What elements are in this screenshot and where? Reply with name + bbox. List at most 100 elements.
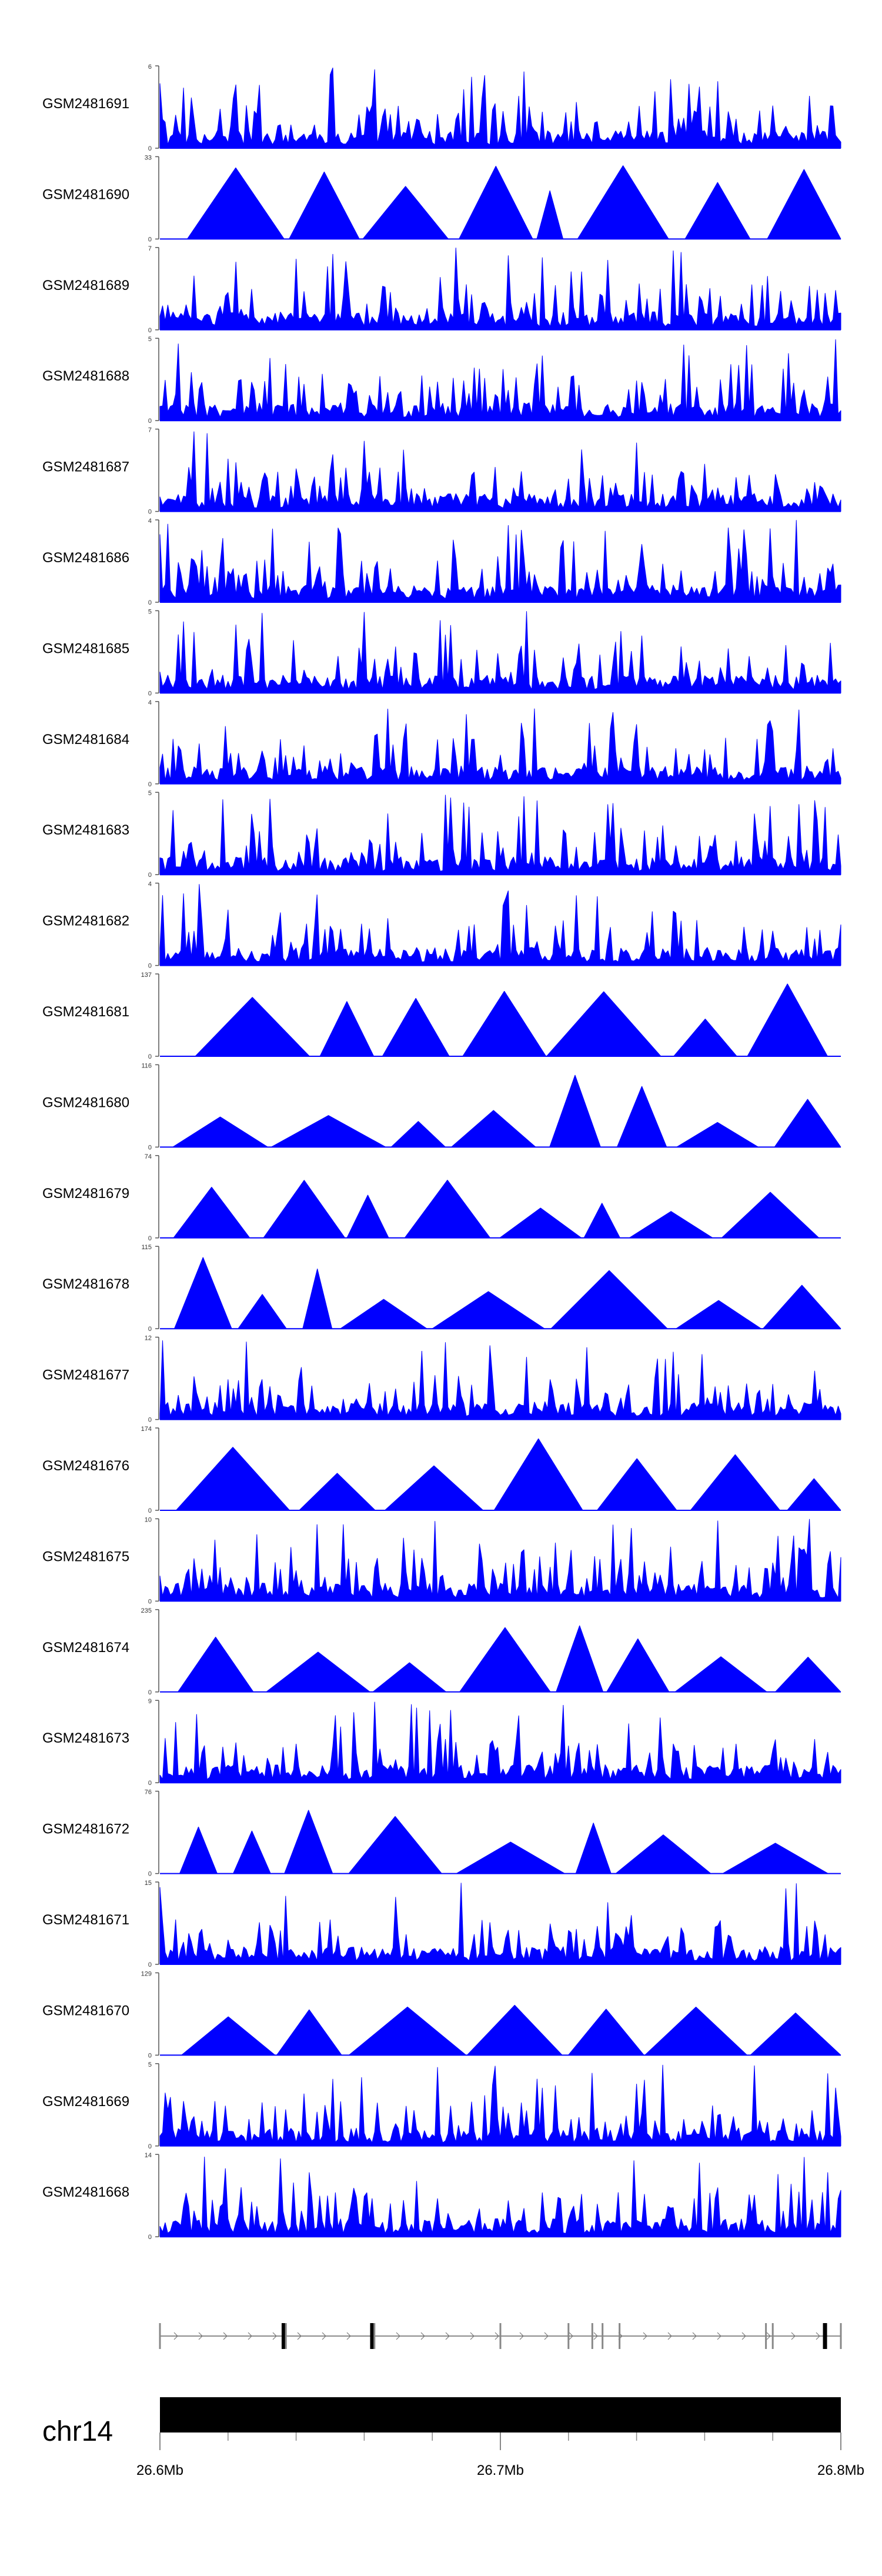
y-min-label: 0 xyxy=(148,872,152,879)
y-min-label: 0 xyxy=(148,1144,152,1151)
exon-mark xyxy=(373,2323,376,2349)
y-min-label: 0 xyxy=(148,1961,152,1968)
y-min-label: 0 xyxy=(148,690,152,697)
track-GSM2481680: GSM2481680 116 0 xyxy=(42,1062,841,1151)
y-max-label: 137 xyxy=(141,972,152,979)
track-label: GSM2481682 xyxy=(42,913,129,929)
strand-arrow xyxy=(717,2332,721,2340)
y-min-label: 0 xyxy=(148,1780,152,1787)
y-max-label: 5 xyxy=(148,790,152,797)
y-min-label: 0 xyxy=(148,327,152,334)
axis-tick-label: 26.6Mb xyxy=(136,2462,183,2478)
strand-arrow xyxy=(816,2332,820,2340)
y-max-label: 5 xyxy=(148,608,152,615)
track-GSM2481674: GSM2481674 235 0 xyxy=(42,1607,841,1696)
strand-arrow xyxy=(766,2332,771,2340)
strand-arrow xyxy=(791,2332,796,2340)
y-max-label: 76 xyxy=(145,1789,152,1796)
y-max-label: 10 xyxy=(145,1516,152,1523)
y-min-label: 0 xyxy=(148,1417,152,1424)
track-label: GSM2481669 xyxy=(42,2094,129,2110)
track-GSM2481682: GSM2481682 4 0 xyxy=(42,881,841,970)
coverage-area xyxy=(160,1257,841,1329)
track-GSM2481672: GSM2481672 76 0 xyxy=(42,1789,841,1878)
track-label: GSM2481675 xyxy=(42,1549,129,1564)
exon-mark xyxy=(765,2323,767,2349)
chromosome-bar xyxy=(160,2397,841,2432)
y-min-label: 0 xyxy=(148,145,152,152)
track-label: GSM2481688 xyxy=(42,368,129,384)
strand-arrow xyxy=(593,2332,598,2340)
strand-arrow xyxy=(272,2332,277,2340)
y-max-label: 4 xyxy=(148,881,152,888)
track-GSM2481676: GSM2481676 174 0 xyxy=(42,1426,841,1514)
coverage-area xyxy=(160,983,841,1057)
exon-mark xyxy=(285,2323,287,2349)
y-max-label: 12 xyxy=(145,1335,152,1342)
exon-mark xyxy=(567,2323,570,2349)
coverage-area xyxy=(160,1180,841,1239)
y-min-label: 0 xyxy=(148,781,152,788)
track-label: GSM2481684 xyxy=(42,732,129,748)
coverage-area xyxy=(159,1519,841,1601)
track-GSM2481675: GSM2481675 10 0 xyxy=(42,1516,841,1605)
strand-arrow xyxy=(519,2332,524,2340)
y-max-label: 15 xyxy=(145,1880,152,1887)
coverage-area xyxy=(159,2064,841,2147)
y-min-label: 0 xyxy=(148,1053,152,1060)
track-GSM2481677: GSM2481677 12 0 xyxy=(42,1335,841,1424)
exon-mark xyxy=(771,2323,774,2349)
coverage-area xyxy=(159,520,841,603)
y-min-label: 0 xyxy=(148,509,152,516)
track-label: GSM2481676 xyxy=(42,1458,129,1474)
track-GSM2481668: GSM2481668 14 0 xyxy=(42,2152,841,2241)
track-label: GSM2481680 xyxy=(42,1095,129,1110)
strand-arrow xyxy=(445,2332,450,2340)
track-label: GSM2481678 xyxy=(42,1276,129,1292)
y-min-label: 0 xyxy=(148,1689,152,1696)
exon-mark xyxy=(840,2323,842,2349)
y-min-label: 0 xyxy=(148,2143,152,2150)
coverage-area xyxy=(159,68,841,149)
exon-mark xyxy=(370,2323,375,2349)
track-GSM2481685: GSM2481685 5 0 xyxy=(42,608,841,697)
exon-mark xyxy=(499,2323,502,2349)
coverage-area xyxy=(159,795,841,875)
y-min-label: 0 xyxy=(148,1235,152,1242)
track-label: GSM2481683 xyxy=(42,822,129,838)
track-GSM2481683: GSM2481683 5 0 xyxy=(42,790,841,879)
track-GSM2481686: GSM2481686 4 0 xyxy=(42,518,841,606)
y-max-label: 5 xyxy=(148,336,152,343)
y-min-label: 0 xyxy=(148,1871,152,1878)
y-min-label: 0 xyxy=(148,236,152,243)
track-label: GSM2481672 xyxy=(42,1821,129,1837)
track-GSM2481669: GSM2481669 5 0 xyxy=(42,2061,841,2150)
coverage-area xyxy=(160,1075,841,1147)
strand-arrow xyxy=(420,2332,425,2340)
strand-arrow xyxy=(667,2332,672,2340)
strand-arrow xyxy=(198,2332,203,2340)
track-GSM2481691: GSM2481691 6 0 xyxy=(42,64,841,152)
track-label: GSM2481673 xyxy=(42,1730,129,1746)
axis-tick-label: 26.7Mb xyxy=(477,2462,524,2478)
gene-annotation-track xyxy=(159,2323,842,2349)
strand-arrow xyxy=(248,2332,252,2340)
coverage-area xyxy=(159,1883,841,1965)
track-GSM2481688: GSM2481688 5 0 xyxy=(42,336,841,425)
coverage-area xyxy=(160,165,841,239)
track-label: GSM2481674 xyxy=(42,1640,129,1656)
coverage-area xyxy=(159,884,841,966)
exon-mark xyxy=(591,2323,593,2349)
strand-arrow xyxy=(396,2332,400,2340)
axis-tick-label: 26.8Mb xyxy=(817,2462,864,2478)
track-GSM2481671: GSM2481671 15 0 xyxy=(42,1880,841,1968)
track-label: GSM2481668 xyxy=(42,2184,129,2200)
coverage-area xyxy=(159,611,841,693)
coverage-area xyxy=(159,248,841,331)
y-min-label: 0 xyxy=(148,963,152,970)
strand-arrow xyxy=(643,2332,647,2340)
strand-arrow xyxy=(346,2332,351,2340)
track-label: GSM2481670 xyxy=(42,2003,129,2018)
exon-mark xyxy=(602,2323,604,2349)
